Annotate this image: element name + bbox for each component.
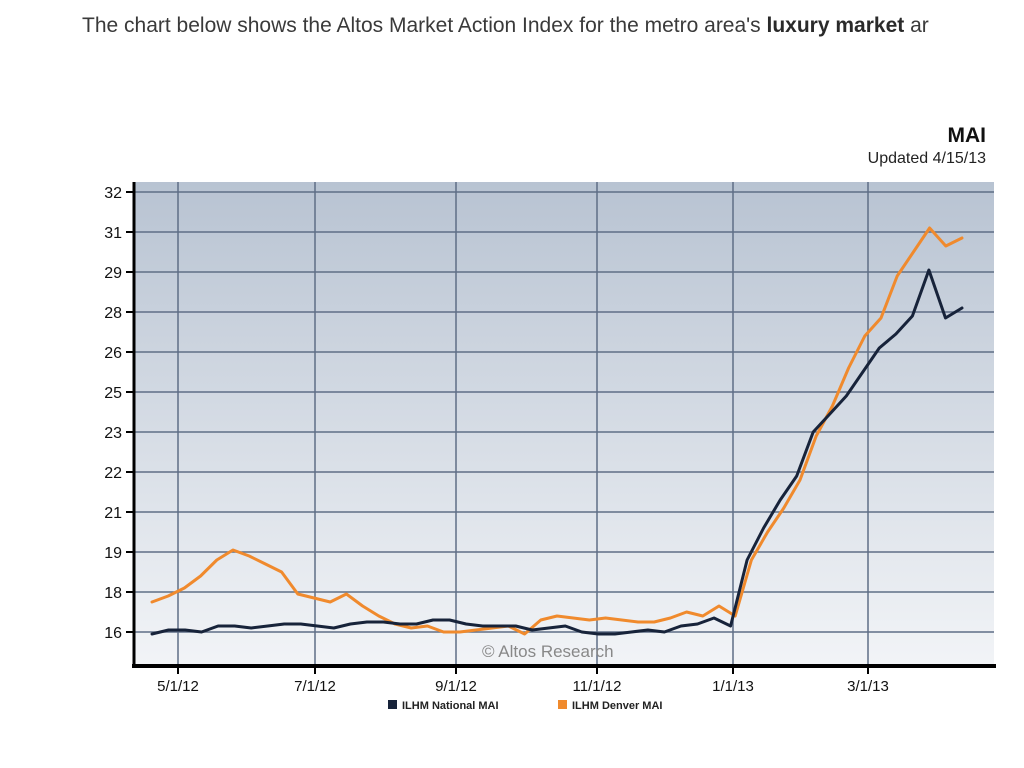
intro-bold: luxury market — [766, 14, 905, 37]
x-tick-label: 9/1/12 — [435, 678, 477, 695]
y-tick-label: 23 — [104, 425, 122, 442]
x-tick-label: 1/1/13 — [712, 678, 754, 695]
y-tick-label: 16 — [104, 625, 122, 642]
plot-background — [134, 182, 994, 666]
watermark: © Altos Research — [482, 642, 614, 661]
y-tick-label: 26 — [104, 345, 122, 362]
y-tick-label: 18 — [104, 585, 122, 602]
y-tick-label: 19 — [104, 545, 122, 562]
x-tick-label: 11/1/12 — [573, 678, 622, 695]
legend-swatch — [388, 700, 397, 709]
chart-title: MAI — [947, 124, 987, 147]
legend-label: ILHM National MAI — [402, 700, 499, 712]
y-tick-label: 28 — [104, 305, 122, 322]
y-tick-label: 22 — [104, 465, 122, 482]
x-tick-label: 3/1/13 — [847, 678, 889, 695]
y-tick-label: 25 — [104, 385, 122, 402]
intro-prefix: The chart below shows the Altos Market A… — [82, 14, 767, 37]
x-tick-label: 5/1/12 — [157, 678, 199, 695]
y-tick-label: 32 — [104, 185, 122, 202]
intro-suffix: ar — [904, 14, 929, 37]
legend-label: ILHM Denver MAI — [572, 700, 662, 712]
intro-text: The chart below shows the Altos Market A… — [82, 14, 1024, 38]
legend-swatch — [558, 700, 567, 709]
y-tick-label: 29 — [104, 265, 122, 282]
chart-updated-date: Updated 4/15/13 — [867, 150, 986, 167]
y-tick-label: 21 — [104, 505, 122, 522]
series-line-national — [150, 268, 964, 636]
y-tick-label: 31 — [104, 225, 122, 242]
x-tick-label: 7/1/12 — [294, 678, 336, 695]
